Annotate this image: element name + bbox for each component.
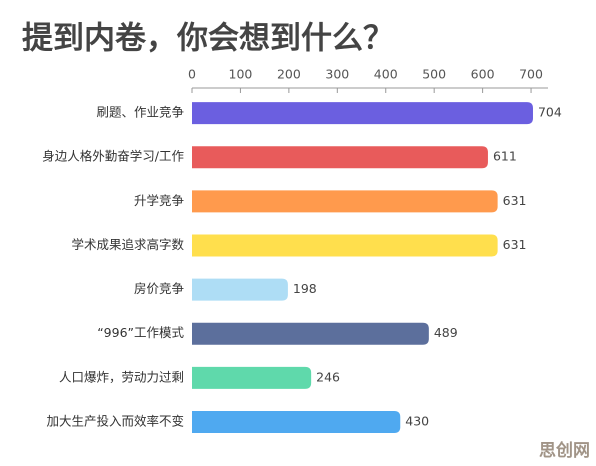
x-tick-label: 100: [229, 67, 253, 82]
bar: [192, 322, 429, 345]
value-label: 489: [434, 325, 458, 340]
y-tick-label: 房价竞争: [134, 281, 184, 296]
value-label: 611: [493, 149, 517, 164]
value-label: 631: [503, 237, 527, 252]
bar: [192, 278, 288, 301]
y-tick-label: 学术成果追求高字数: [71, 237, 184, 252]
value-label: 704: [538, 105, 562, 120]
y-tick-label: 身边人格外勤奋学习/工作: [42, 149, 184, 164]
bar: [192, 102, 533, 125]
x-tick-label: 700: [519, 67, 543, 82]
bar: [192, 234, 498, 257]
value-label: 430: [405, 413, 429, 428]
watermark: 思创网: [539, 440, 590, 461]
value-label: 631: [503, 193, 527, 208]
y-tick-label: 加大生产投入而效率不变: [46, 413, 184, 428]
bar: [192, 190, 498, 213]
y-tick-label: 刷题、作业竞争: [96, 105, 184, 120]
x-tick-label: 500: [422, 67, 446, 82]
chart-title: 提到内卷，你会想到什么？: [22, 21, 394, 57]
bar: [192, 366, 312, 389]
value-label: 246: [316, 369, 340, 384]
x-tick-label: 600: [471, 67, 495, 82]
x-tick-label: 400: [374, 67, 398, 82]
y-tick-label: 人口爆炸，劳动力过剩: [59, 369, 184, 384]
x-tick-label: 300: [325, 67, 349, 82]
x-tick-label: 0: [188, 67, 196, 82]
bar: [192, 410, 401, 433]
x-tick-label: 200: [277, 67, 301, 82]
bar: [192, 146, 488, 169]
y-tick-label: 升学竞争: [134, 193, 184, 208]
y-tick-label: “996”工作模式: [97, 325, 184, 340]
value-label: 198: [293, 281, 317, 296]
